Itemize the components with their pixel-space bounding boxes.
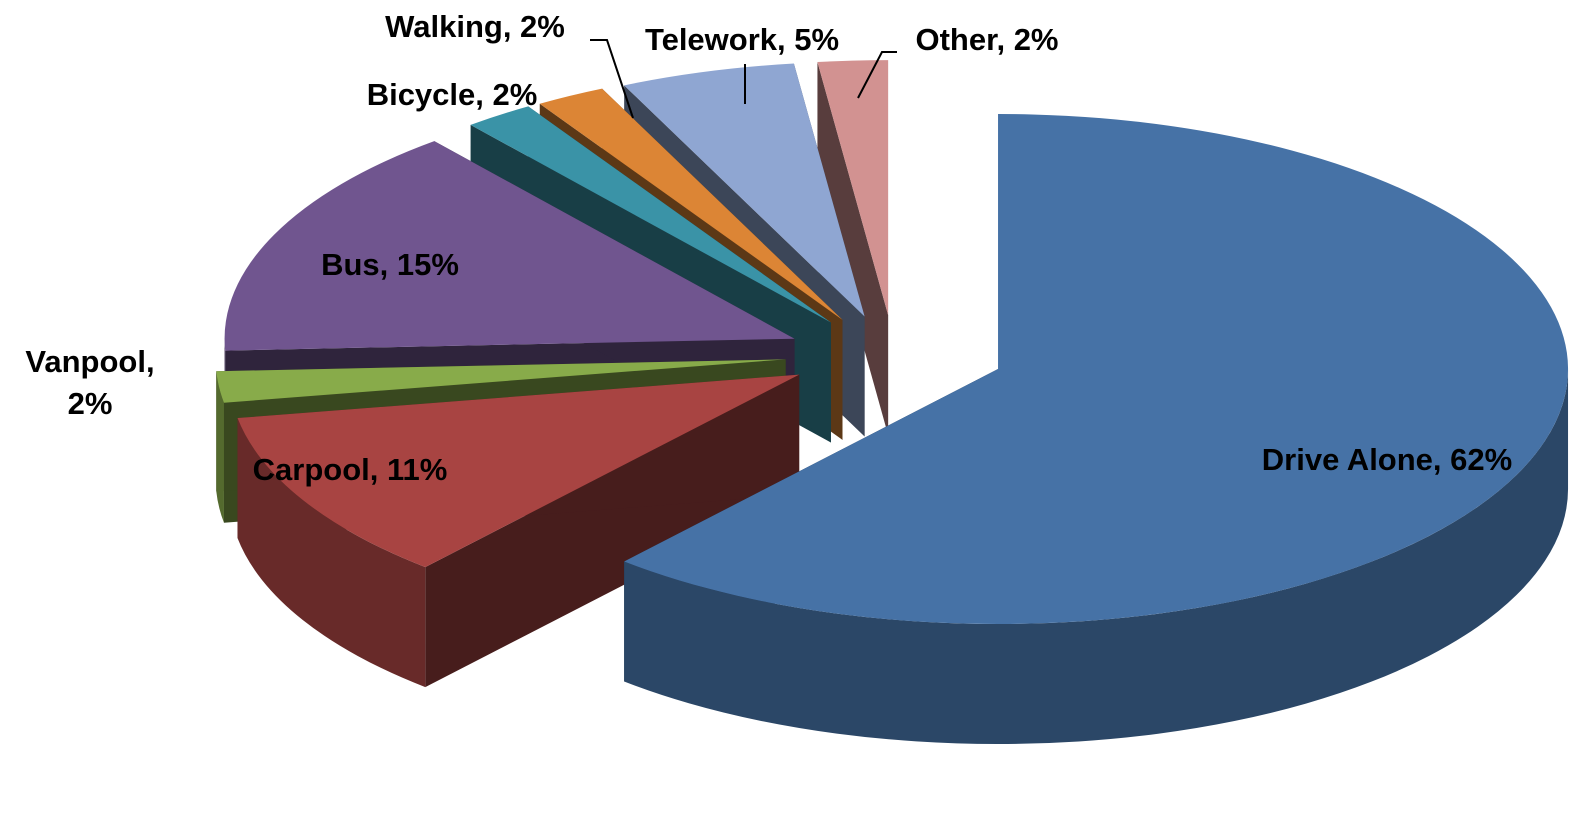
pie-slice: [539, 88, 843, 320]
pie-slice: [224, 141, 795, 351]
data-label: Bicycle, 2%: [366, 77, 538, 113]
data-label: Telework, 5%: [644, 22, 840, 58]
pie-slice: [216, 359, 786, 403]
data-label: Vanpool, 2%: [25, 344, 155, 421]
pie-slice: [624, 63, 865, 317]
data-label: Carpool, 11%: [252, 452, 448, 488]
slice-wall: [216, 371, 224, 523]
data-label: Walking, 2%: [385, 9, 565, 45]
slice-wall: [237, 418, 426, 688]
slices: [216, 60, 1569, 745]
data-label: Drive Alone, 62%: [1261, 442, 1513, 478]
slice-wall: [624, 369, 1569, 745]
leader-line: [590, 39, 634, 119]
pie-slice: [470, 106, 831, 323]
pie-slice: [624, 114, 1569, 625]
pie-slice: [237, 374, 800, 568]
data-label: Bus, 15%: [321, 247, 459, 283]
slice-side: [817, 62, 889, 436]
data-label: Other, 2%: [915, 22, 1059, 58]
leader-line: [857, 51, 897, 99]
pie-slice: [817, 60, 889, 316]
